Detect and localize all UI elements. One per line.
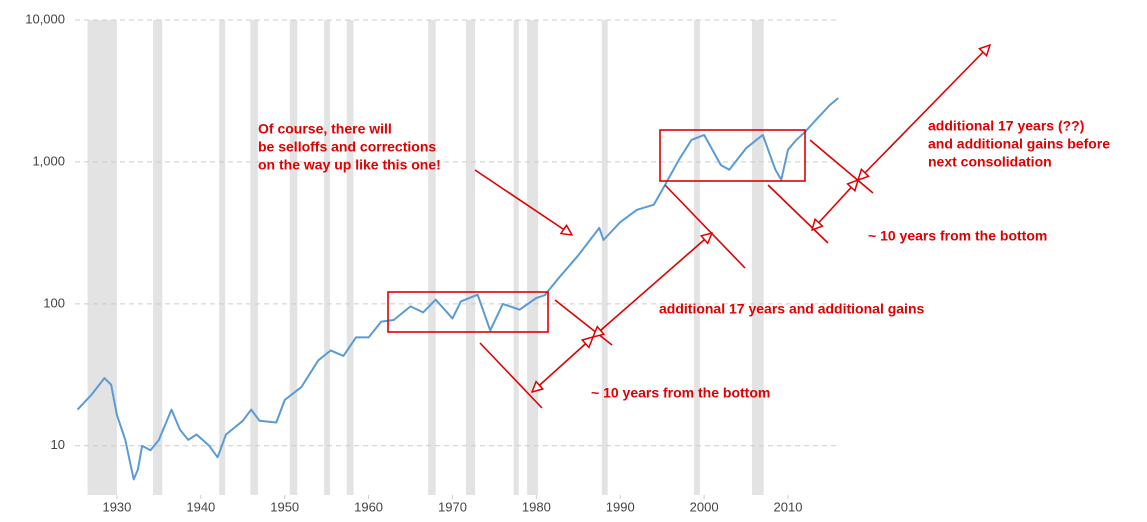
price-line [76,97,839,481]
x-tick-label: 1950 [270,499,299,514]
x-tick-label: 1970 [438,499,467,514]
arrow [532,337,593,392]
recession-band [428,20,436,495]
grid: 10,000 1,000 100 10 1930 1940 1950 1960 1970 1980… [25,11,840,514]
marker-line [479,342,543,409]
recession-band [346,20,354,495]
arrow [812,180,858,230]
highlight-box [659,129,806,182]
annotation-shapes [387,45,990,409]
annotation-text: on the way up like this one! [258,157,441,173]
annotation-text: Of course, there will [258,121,392,137]
recession-band [527,20,539,495]
recession-band [513,20,519,495]
recession-band [289,20,298,495]
x-tick-label: 2010 [774,499,803,514]
annotation-text: and additional gains before [928,136,1110,152]
recession-band [324,20,330,495]
y-tick-label: 10,000 [25,11,65,26]
arrow [593,233,712,337]
y-tick-label: 100 [43,295,65,310]
highlight-box [387,291,549,333]
annotation-text: ~ 10 years from the bottom [868,228,1047,244]
recession-band [87,20,117,495]
recession-band [465,20,476,495]
annotation-text: ~ 10 years from the bottom [591,385,770,401]
recession-bands [87,20,764,495]
plot [76,97,839,481]
x-tick-label: 1940 [186,499,215,514]
recession-band [751,20,764,495]
x-tick-label: 1980 [522,499,551,514]
annotation-text: additional 17 years and additional gains [659,301,925,317]
arrow [474,169,572,235]
annotation-text: next consolidation [928,154,1052,170]
annotations: Of course, there will be selloffs and cor… [258,118,1110,401]
annotation-text: additional 17 years (??) [928,118,1084,134]
x-tick-label: 2000 [690,499,719,514]
recession-band [601,20,608,495]
marker-line [664,184,746,269]
annotation-text: be selloffs and corrections [258,139,436,155]
recession-band [250,20,258,495]
x-tick-label: 1930 [102,499,131,514]
y-tick-label: 10 [51,437,65,452]
marker-line [767,184,829,244]
x-tick-label: 1960 [354,499,383,514]
y-tick-label: 1,000 [32,153,65,168]
marker-line [809,139,874,194]
x-tick-label: 1990 [606,499,635,514]
arrow [858,45,990,180]
recession-band [694,20,700,495]
recession-band [153,20,163,495]
recession-band [219,20,226,495]
